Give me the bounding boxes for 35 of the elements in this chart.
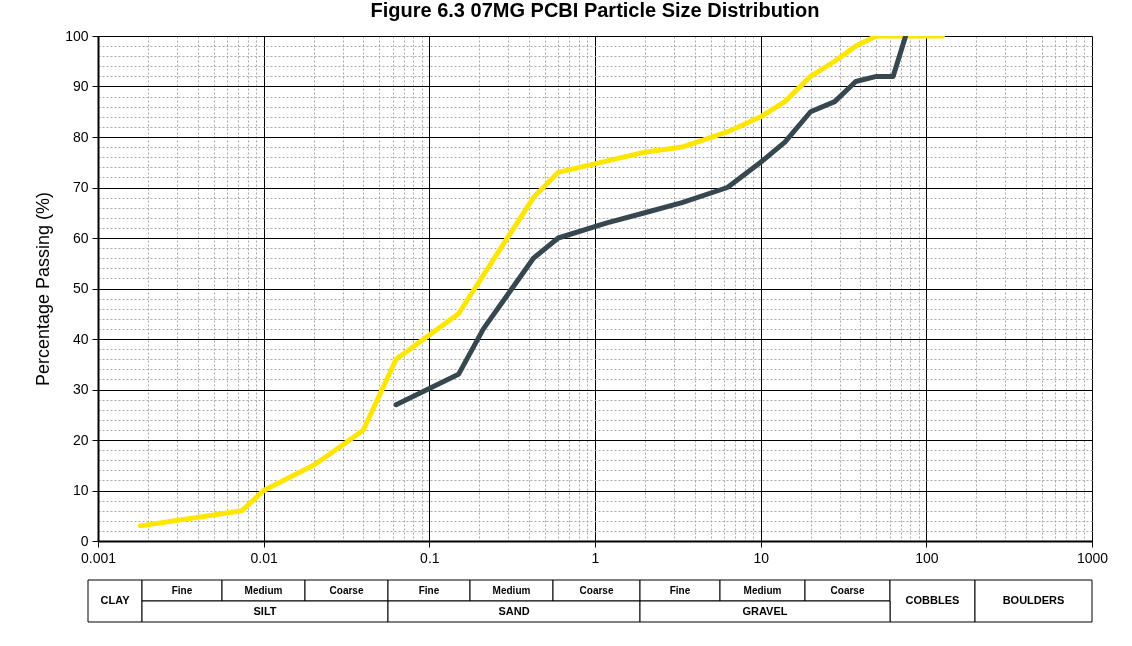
y-tick-label: 50 <box>72 280 89 296</box>
x-tick-label: 0.1 <box>420 549 440 566</box>
x-tick-label: 1000 <box>1076 549 1109 566</box>
y-tick-label: 100 <box>65 27 89 44</box>
text: COBBLES <box>905 594 960 606</box>
text: Fine <box>171 584 193 596</box>
y-tick-label: 60 <box>72 229 89 246</box>
text: Medium <box>492 584 531 596</box>
text: SILT <box>253 604 277 617</box>
text: Coarse <box>329 584 364 596</box>
text: Medium <box>743 584 782 596</box>
y-tick-label: 40 <box>72 330 89 347</box>
text: Fine <box>669 584 691 596</box>
y-tick-label: 30 <box>72 381 89 397</box>
text: Fine <box>418 584 440 596</box>
text: CLAY <box>100 594 131 606</box>
y-axis-title: Percentage Passing (%) <box>33 191 54 387</box>
chart-title: Figure 6.3 07MG PCBI Particle Size Distribution <box>370 0 820 21</box>
x-tick-label: 1 <box>591 549 600 566</box>
x-tick-label: 0.01 <box>250 549 278 566</box>
y-tick-label: 10 <box>72 482 89 498</box>
y-tick-label: 70 <box>72 179 89 195</box>
y-tick-label: 80 <box>72 128 89 145</box>
text: SAND <box>498 604 530 617</box>
x-tick-label: 10 <box>753 549 770 566</box>
text: Medium <box>244 584 283 596</box>
x-tick-label: 0.001 <box>80 549 117 566</box>
text: Coarse <box>579 584 614 596</box>
text: BOULDERS <box>1002 594 1065 606</box>
text: GRAVEL <box>742 604 788 617</box>
y-tick-label: 20 <box>72 431 89 448</box>
x-tick-label: 100 <box>915 549 939 566</box>
y-tick-label: 0 <box>80 532 89 549</box>
y-tick-label: 90 <box>72 78 89 94</box>
text: Coarse <box>830 584 865 596</box>
